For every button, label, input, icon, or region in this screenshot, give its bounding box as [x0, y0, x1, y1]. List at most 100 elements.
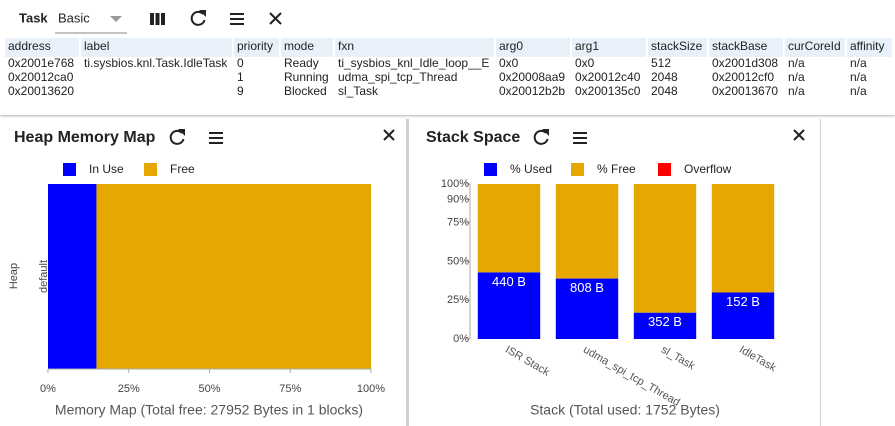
bar-segment — [711, 184, 775, 293]
columns-button[interactable] — [150, 13, 165, 25]
table-cell: 2048 — [651, 70, 678, 84]
x-tick-label: IdleTask — [737, 344, 778, 375]
table-cell: 2048 — [651, 84, 678, 98]
y-tick-label: 90% — [447, 193, 469, 205]
table-cell: 0 — [237, 56, 244, 70]
bar-segment — [555, 184, 619, 279]
legend-label: % Used — [510, 162, 552, 176]
bar-label: 808 B — [570, 280, 604, 295]
table-cell: 0x20012b2b — [499, 84, 565, 98]
menu-button[interactable] — [573, 132, 587, 144]
menu-button[interactable] — [230, 13, 244, 25]
header-cell — [281, 38, 333, 57]
column-header: curCoreId — [788, 39, 841, 53]
close-button[interactable] — [793, 129, 805, 141]
legend-swatch — [484, 163, 497, 176]
x-tick-label: sl_Task — [659, 344, 697, 373]
legend-swatch — [571, 163, 584, 176]
column-header: fxn — [338, 39, 354, 53]
table-cell: 0x20013670 — [712, 84, 778, 98]
table-cell: n/a — [788, 56, 805, 70]
header-cell — [709, 38, 783, 57]
column-header: arg0 — [499, 39, 523, 53]
bar-segment — [555, 278, 619, 339]
table-cell: n/a — [788, 84, 805, 98]
column-header: stackSize — [651, 39, 703, 53]
table-cell: 0x200135c0 — [575, 84, 641, 98]
y-tick-label: 0% — [453, 333, 469, 345]
legend-swatch — [144, 163, 157, 176]
table-cell: 0x20012ca0 — [8, 70, 74, 84]
header-cell — [648, 38, 707, 57]
header-cell — [234, 38, 279, 57]
header-cell — [847, 38, 892, 57]
close-button[interactable] — [269, 12, 282, 25]
axis-title: Stack (Total used: 1752 Bytes) — [530, 402, 720, 418]
table-cell: n/a — [788, 70, 805, 84]
view-select[interactable]: Basic — [58, 10, 90, 25]
table-cell: 0x0 — [575, 56, 595, 70]
table-cell: 0x20012c40 — [575, 70, 641, 84]
axis-title: Heap — [8, 263, 20, 289]
panel-title: Stack Space — [426, 129, 520, 146]
x-tick-label: 25% — [118, 383, 140, 395]
table-cell: Running — [284, 70, 329, 84]
table-cell: sl_Task — [338, 84, 379, 98]
header-cell — [496, 38, 570, 57]
task-table: address label priority mode fxn arg0 arg1 stack… — [5, 38, 892, 98]
y-tick-label: default — [38, 260, 50, 293]
table-cell: 0x20012cf0 — [712, 70, 774, 84]
y-tick-label: 50% — [447, 255, 469, 267]
table-cell: ti_sysbios_knl_Idle_loop__E — [338, 56, 489, 70]
legend-swatch — [63, 163, 76, 176]
header-cell — [572, 38, 646, 57]
header-cell — [81, 38, 232, 57]
legend-label: In Use — [89, 162, 124, 176]
table-cell: Ready — [284, 56, 319, 70]
x-tick-label: 50% — [198, 383, 220, 395]
y-tick-label: 100% — [441, 178, 469, 190]
bar-segment — [633, 312, 697, 339]
y-tick-label: 75% — [447, 217, 469, 229]
refresh-button[interactable] — [533, 129, 549, 145]
table-cell: 0x2001e768 — [8, 56, 74, 70]
bar-label: 440 B — [492, 274, 526, 289]
table-cell: 9 — [237, 84, 244, 98]
legend-label: % Free — [597, 162, 636, 176]
bar-label: 352 B — [648, 314, 682, 329]
bar-segment — [477, 272, 541, 339]
table-cell: n/a — [850, 56, 867, 70]
column-header: mode — [284, 39, 314, 53]
panel-title: Heap Memory Map — [14, 129, 156, 146]
x-tick-label: 75% — [279, 383, 301, 395]
bar-segment — [96, 184, 371, 369]
bar-segment — [48, 184, 97, 369]
column-header: stackBase — [712, 39, 768, 53]
refresh-button[interactable] — [190, 10, 206, 26]
column-header: label — [84, 39, 109, 53]
header-cell — [5, 38, 79, 57]
bar-segment — [477, 184, 541, 273]
bar-segment — [711, 292, 775, 339]
menu-button[interactable] — [209, 132, 223, 144]
legend-label: Free — [170, 162, 195, 176]
x-tick-label: 100% — [357, 383, 385, 395]
x-tick-label: 0% — [40, 383, 56, 395]
column-header: priority — [237, 39, 273, 53]
table-cell: ti.sysbios.knl.Task.IdleTask — [84, 56, 228, 70]
table-cell: Blocked — [284, 84, 327, 98]
table-cell: 1 — [237, 70, 244, 84]
select-arrow[interactable] — [110, 16, 122, 22]
column-header: address — [8, 39, 51, 53]
x-tick-label: ISR Stack — [503, 344, 552, 379]
close-button[interactable] — [383, 129, 395, 141]
table-cell: n/a — [850, 84, 867, 98]
y-tick-label: 25% — [447, 294, 469, 306]
refresh-button[interactable] — [169, 129, 185, 145]
toolbar-label: Task — [19, 10, 48, 25]
table-cell: n/a — [850, 70, 867, 84]
axis-title: Memory Map (Total free: 27952 Bytes in 1… — [55, 402, 363, 418]
table-cell: udma_spi_tcp_Thread — [338, 70, 457, 84]
